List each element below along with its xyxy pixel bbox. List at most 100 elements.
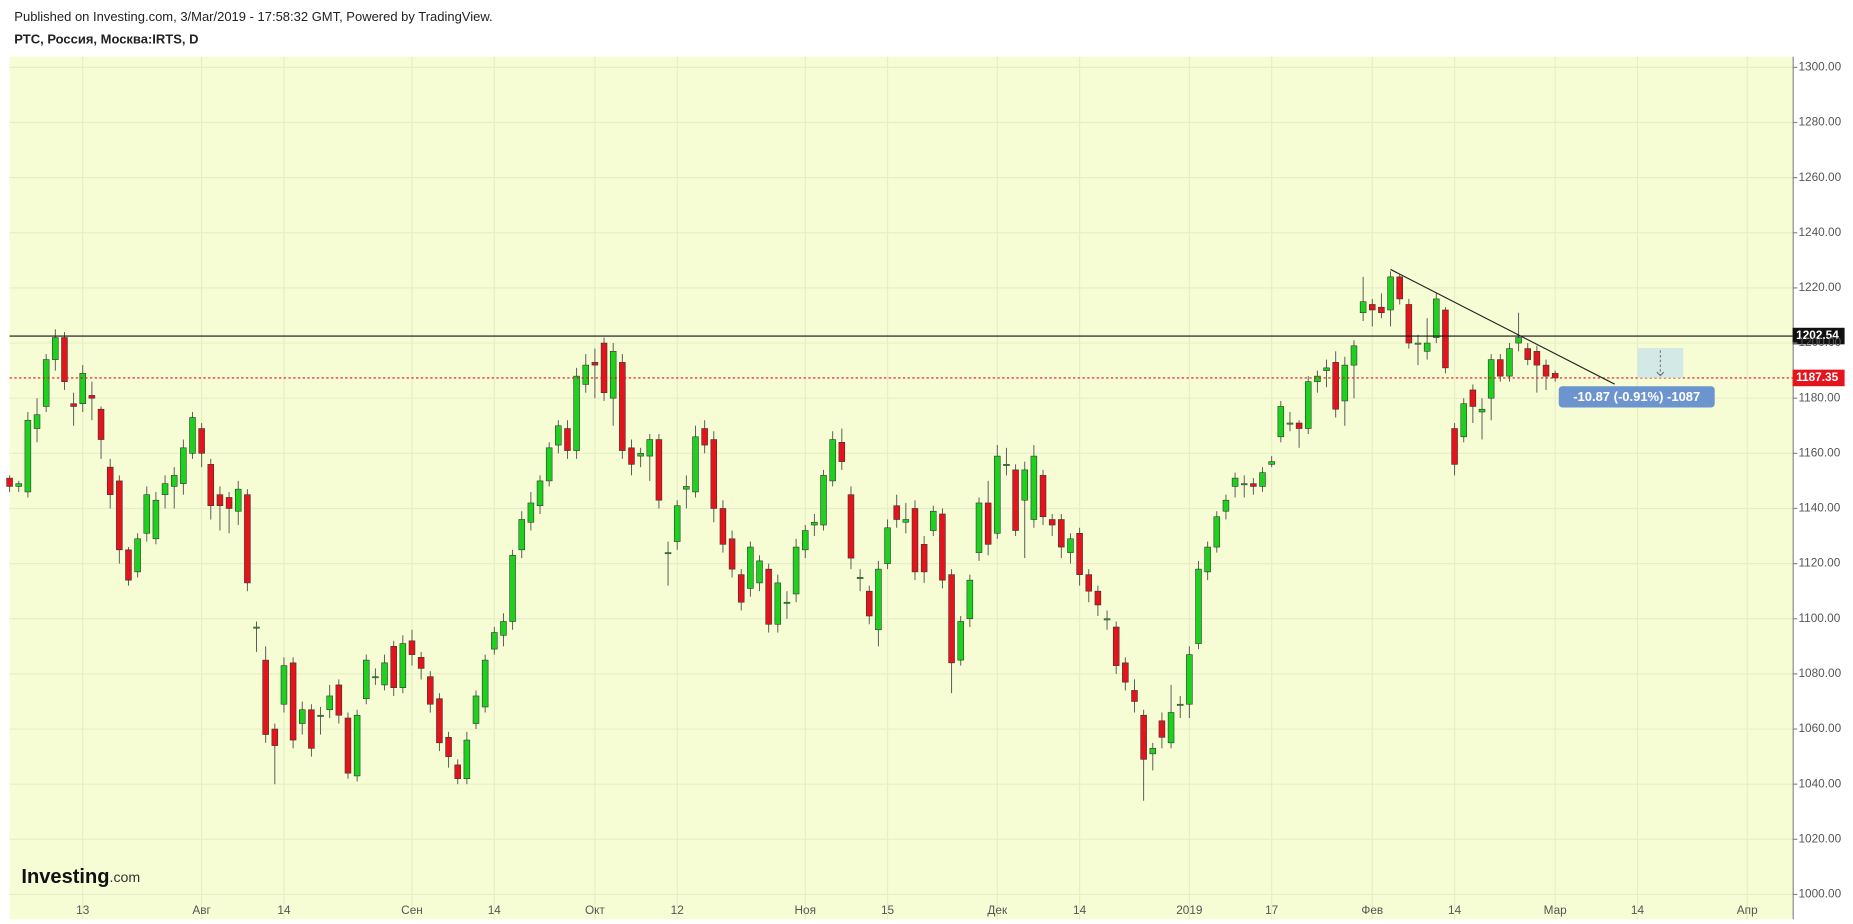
candle-body [536, 480, 544, 507]
candle-body [1469, 389, 1477, 407]
y-tick-label: 1000.00 [1799, 887, 1842, 901]
x-tick-label: Сен [401, 903, 423, 917]
y-tick-label: 1060.00 [1799, 721, 1842, 735]
candle-body [335, 684, 343, 716]
candle-body [728, 538, 736, 570]
candle-body [1085, 574, 1093, 592]
candle-body [381, 662, 388, 686]
candle-body [106, 466, 114, 495]
candle-body [1551, 373, 1559, 379]
candle-body [1012, 469, 1019, 531]
y-tick-label: 1080.00 [1799, 666, 1842, 680]
candle-body [1542, 364, 1550, 377]
published-note: Published on Investing.com, 3/Mar/2019 -… [14, 9, 492, 24]
candle-body [298, 709, 306, 724]
candle-body [491, 632, 498, 650]
candle-body [509, 555, 516, 622]
last-price-box [1792, 369, 1845, 387]
candle-body [939, 513, 946, 581]
candle-body [1414, 342, 1422, 345]
candle-body [1433, 298, 1440, 338]
candle-body [24, 419, 32, 493]
candle-body [500, 621, 507, 636]
candle-body [436, 698, 443, 744]
y-tick-label: 1100.00 [1799, 611, 1841, 625]
measure-box [1637, 347, 1684, 378]
x-tick-label: Окт [585, 903, 605, 917]
candle-body [747, 546, 754, 589]
candle-body [1094, 590, 1102, 606]
grid [9, 56, 1793, 920]
candle-body [1423, 342, 1431, 352]
candle-body [1268, 461, 1275, 465]
candle-body [116, 480, 123, 551]
y-tick-label: 1040.00 [1799, 776, 1842, 790]
candle-body [1369, 304, 1376, 311]
x-tick-label: 14 [1073, 903, 1087, 917]
candle-body [1497, 359, 1504, 377]
candle-body [911, 508, 919, 573]
candle-body [701, 428, 708, 446]
candle-body [646, 439, 654, 457]
measure-arrow-head [1656, 371, 1665, 377]
candle-body [289, 662, 297, 741]
candle-body [1442, 309, 1449, 369]
logo-brand: Investing [21, 866, 109, 888]
candle-body [1533, 351, 1541, 366]
candle-body [838, 442, 846, 462]
candle-body [161, 483, 169, 495]
x-tick-label: Апр [1737, 903, 1758, 917]
candle-body [52, 337, 59, 360]
candle-body [317, 714, 324, 717]
candle-body [180, 447, 187, 484]
candle-body [1460, 403, 1467, 438]
candle-body [1387, 276, 1394, 311]
candle-body [1286, 422, 1294, 425]
y-tick-label: 1140.00 [1799, 501, 1841, 515]
candle-body [884, 527, 891, 564]
measure-label-box [1558, 386, 1715, 408]
candle-body [216, 494, 224, 507]
candle-body [1140, 714, 1147, 760]
candle-body [1076, 532, 1083, 575]
axes: 1000.00 1020.00 1040.00 1060.00 1080.00 1100.… [76, 59, 1841, 917]
candle-body [948, 574, 955, 664]
x-tick-label: 2019 [1176, 903, 1202, 917]
candle-body [930, 510, 937, 531]
x-tick-label: 12 [671, 903, 684, 917]
candle-body [1213, 516, 1221, 548]
candle-body [399, 643, 407, 688]
candle-body [1487, 359, 1495, 399]
symbol-title: РТС, Россия, Москва:IRTS, D [14, 32, 198, 47]
y-tick-label: 1280.00 [1799, 115, 1842, 129]
candle-body [527, 502, 535, 523]
candle-body [472, 695, 480, 724]
candle-body [1158, 720, 1166, 738]
candle-body [856, 577, 864, 579]
candle-body [1021, 469, 1028, 501]
candle-body [1195, 568, 1202, 644]
x-tick-label: 15 [881, 903, 895, 917]
candle-body [1131, 690, 1138, 702]
candle-body [1524, 348, 1531, 360]
candle-body [902, 519, 910, 523]
candle-body [61, 337, 68, 382]
candle-body [280, 665, 288, 705]
candle-body [1222, 499, 1230, 512]
price-label: 1202.54 [1796, 328, 1839, 342]
candle-body [408, 640, 416, 655]
candle-body [6, 477, 13, 487]
candle-body [1405, 304, 1413, 344]
candle-body [984, 502, 992, 545]
logo: Investing.com [21, 866, 140, 888]
candle-body [363, 659, 370, 700]
candle-body [683, 486, 690, 490]
candle-body [692, 436, 699, 493]
candle-body [518, 519, 525, 551]
candle-body [1295, 422, 1303, 429]
x-tick-label: 14 [1631, 903, 1645, 917]
candle-body [1231, 477, 1239, 487]
candle-body [920, 544, 928, 573]
candle-body [783, 601, 791, 604]
